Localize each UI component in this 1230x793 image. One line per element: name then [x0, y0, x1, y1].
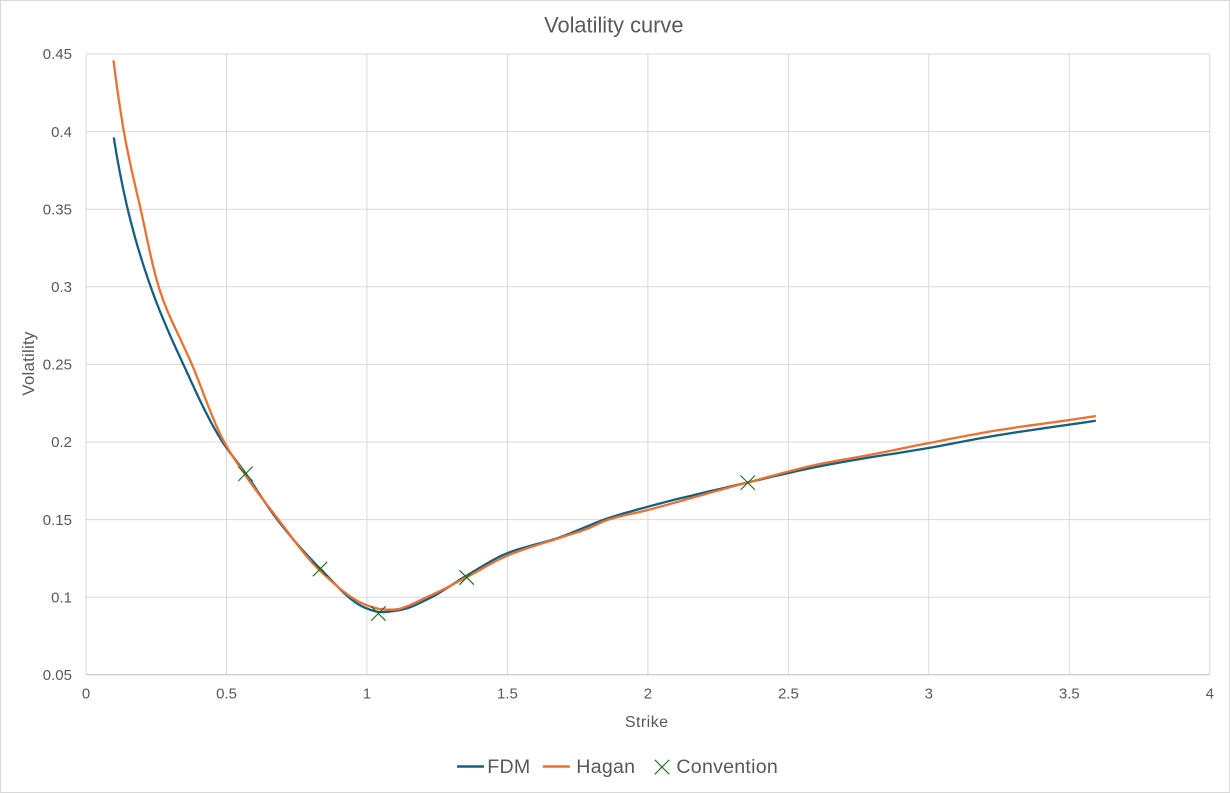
svg-text:Volatility: Volatility: [19, 331, 38, 396]
svg-text:4: 4: [1206, 686, 1214, 703]
svg-text:0.3: 0.3: [51, 279, 72, 296]
svg-text:1.5: 1.5: [497, 686, 518, 703]
svg-text:Convention: Convention: [676, 756, 778, 778]
svg-text:3.5: 3.5: [1059, 686, 1080, 703]
svg-text:Hagan: Hagan: [576, 756, 635, 778]
svg-text:3: 3: [925, 686, 933, 703]
svg-text:2: 2: [644, 686, 652, 703]
svg-text:0.05: 0.05: [43, 667, 72, 684]
svg-text:FDM: FDM: [487, 756, 530, 778]
svg-text:0.35: 0.35: [43, 201, 72, 218]
svg-text:0.45: 0.45: [43, 46, 72, 63]
svg-text:0.25: 0.25: [43, 357, 72, 374]
svg-text:0.1: 0.1: [51, 589, 72, 606]
svg-text:2.5: 2.5: [778, 686, 799, 703]
svg-text:Volatility curve: Volatility curve: [544, 13, 683, 38]
svg-text:Strike: Strike: [625, 714, 669, 731]
svg-text:1: 1: [363, 686, 371, 703]
svg-text:0: 0: [82, 686, 90, 703]
svg-text:0.5: 0.5: [216, 686, 237, 703]
svg-text:0.15: 0.15: [43, 512, 72, 529]
svg-text:0.2: 0.2: [51, 434, 72, 451]
svg-text:0.4: 0.4: [51, 124, 72, 141]
